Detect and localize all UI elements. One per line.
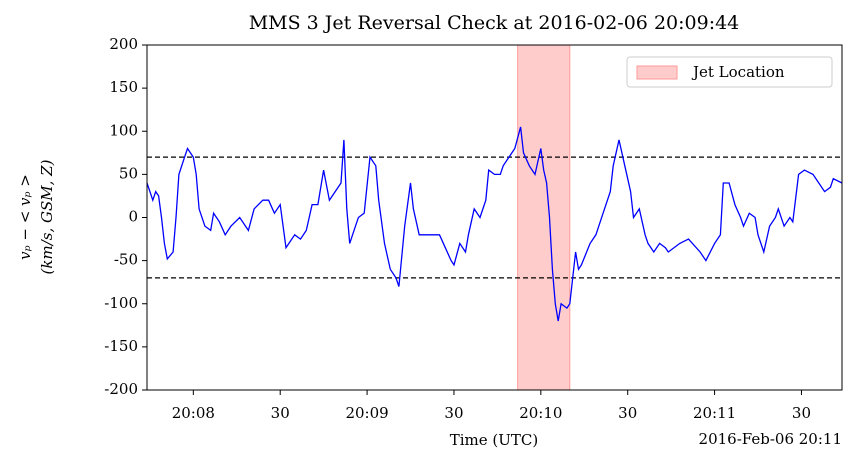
x-tick-label: 30 [618,404,637,422]
x-tick-label: 20:08 [172,404,215,422]
y-tick-label: -200 [104,380,138,398]
data-line [146,126,843,322]
x-tick-label: 30 [444,404,463,422]
chart-title: MMS 3 Jet Reversal Check at 2016-02-06 2… [249,12,740,34]
jet-span [517,44,571,391]
y-tick-label: 100 [109,121,138,139]
y-tick-label: 50 [119,164,138,182]
y-tick-label: -100 [104,294,138,312]
y-tick-label: 150 [109,78,138,96]
y-tick-label: 200 [109,35,138,53]
legend-box [626,56,833,88]
x-offset-label: 2016-Feb-06 20:11 [699,430,842,448]
x-axis-label: Time (UTC) [450,431,539,449]
x-tick-label: 30 [271,404,290,422]
y-axis-label: (km/s, GSM, Z) [38,159,56,274]
y-tick-label: 0 [128,208,138,226]
y-tick-label: -50 [114,251,138,269]
y-axis-label: vₚ − < vₚ > [16,174,34,260]
x-tick-label: 30 [792,404,811,422]
y-tick-label: -150 [104,337,138,355]
legend-swatch [636,65,678,80]
legend-label: Jet Location [691,63,785,81]
x-tick-label: 20:10 [519,404,562,422]
x-tick-label: 20:09 [345,404,388,422]
x-tick-label: 20:11 [693,404,736,422]
